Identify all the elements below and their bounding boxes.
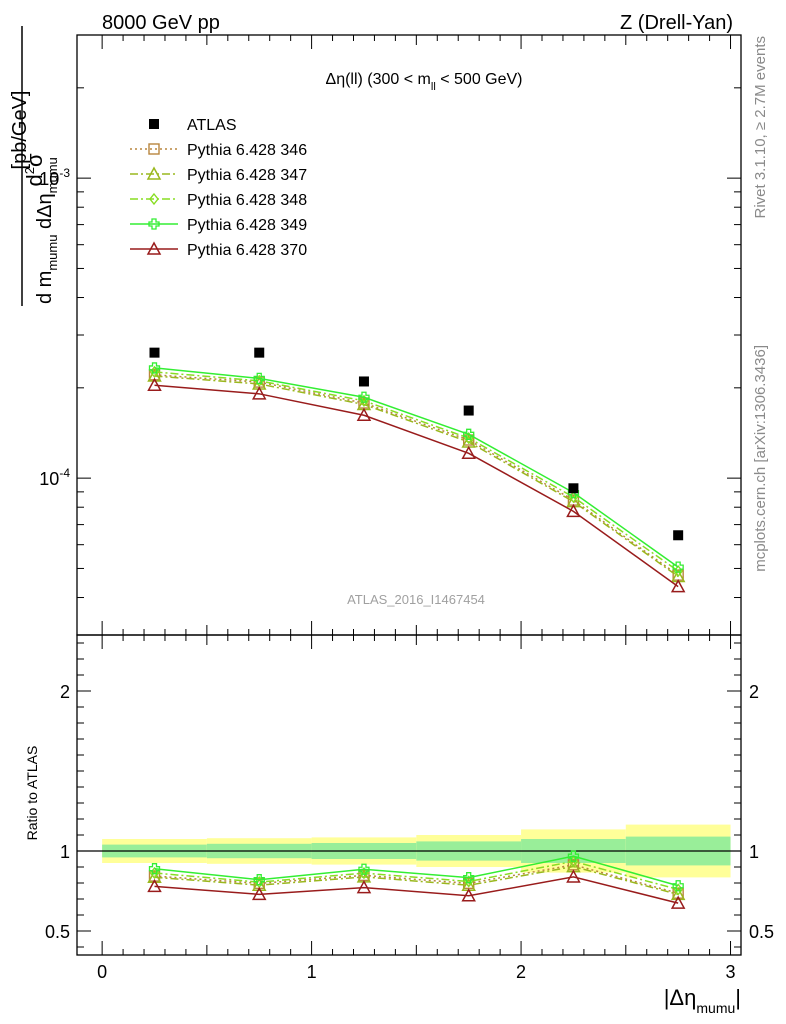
ratio-series-point: [147, 869, 162, 884]
data-point: [254, 347, 265, 358]
y-axis-label-denominator: d mmumu dΔηmumu: [34, 157, 60, 304]
series-line: [154, 367, 679, 568]
legend-label: Pythia 6.428 348: [187, 192, 307, 209]
ratio-series-point: [670, 886, 686, 901]
ratio-series-point: [672, 880, 684, 892]
ratio-series-point: [356, 880, 372, 894]
ratio-y-tick-label-right: 2: [749, 682, 759, 702]
ratio-y-label: Ratio to ATLAS: [24, 746, 40, 841]
ratio-frame: [76, 634, 742, 956]
series-point: [356, 407, 372, 422]
x-tick-label: 0: [97, 962, 107, 982]
x-axis-label: |Δηmumu|: [664, 985, 741, 1016]
legend: ATLAS Pythia 6.428 346 Pythia 6.428 347 Pyt…: [130, 117, 307, 259]
legend-label: Pythia 6.428 349: [187, 217, 307, 234]
legend-marker: [146, 241, 162, 255]
data-point: [358, 376, 369, 387]
main-frame: [76, 34, 742, 636]
legend-marker: [146, 166, 162, 180]
legend-marker: [149, 119, 159, 129]
series-line: [154, 374, 679, 576]
series-line: [154, 375, 679, 578]
series-point: [253, 372, 265, 385]
legend-marker: [148, 218, 160, 230]
header-left: 8000 GeV pp: [102, 12, 220, 34]
ratio-series-point: [358, 863, 370, 875]
legend-label: Pythia 6.428 346: [187, 142, 307, 159]
ratio-y-tick-label: 0.5: [45, 922, 70, 942]
legend-marker: [148, 143, 160, 155]
series-point: [148, 362, 161, 374]
chart-marks: [147, 347, 686, 909]
legend-label: Pythia 6.428 347: [187, 167, 307, 184]
ratio-series-line: [154, 876, 679, 904]
ratio-series-point: [253, 874, 265, 886]
y-tick-label: 10-4: [39, 466, 70, 489]
legend-label: Pythia 6.428 370: [187, 242, 307, 259]
x-tick-label: 2: [516, 962, 526, 982]
ratio-y-tick-label-right: 0.5: [749, 922, 774, 942]
ratio-series-point: [147, 878, 162, 893]
ratio-series-line: [154, 855, 679, 887]
ratio-series-point: [461, 888, 476, 902]
ratio-series-point: [566, 869, 581, 883]
y-axis-label-units: [pb/GeV]: [9, 91, 31, 170]
legend-label: ATLAS: [187, 117, 237, 134]
ratio-series-point: [148, 863, 161, 875]
svg-text:d2σ: d2σ: [22, 153, 47, 186]
series-point: [461, 445, 476, 460]
ratio-y-tick-label-right: 1: [749, 842, 759, 862]
x-tick-label: 3: [726, 962, 736, 982]
rivet-label: Rivet 3.1.10, ≥ 2.7M events: [752, 36, 769, 219]
ratio-panel: 0 1 2 3 0.5 0.5 1 1 2 2: [45, 634, 774, 982]
data-point: [149, 347, 160, 358]
series-line: [154, 371, 679, 572]
plot-title: Δη(ll) (300 < mll < 500 GeV): [326, 71, 523, 93]
ratio-series-point: [251, 877, 267, 891]
ratio-series-point: [463, 872, 475, 884]
x-tick-label: 1: [307, 962, 317, 982]
legend-marker: [149, 192, 159, 206]
ratio-series-point: [670, 895, 686, 909]
y-tick-label: 10-3: [39, 166, 70, 189]
series-point: [147, 377, 162, 391]
series-point: [251, 386, 267, 400]
ratio-y-tick-label: 1: [60, 842, 70, 862]
series-line: [154, 384, 679, 588]
data-point: [568, 483, 579, 494]
header-right: Z (Drell-Yan): [620, 12, 733, 34]
ratio-series-point: [568, 855, 579, 868]
series-point: [147, 368, 162, 382]
series-point: [670, 579, 686, 593]
analysis-label: ATLAS_2016_I1467454: [347, 592, 485, 607]
svg-text:d mmumu dΔηmumu: d mmumu dΔηmumu: [34, 157, 60, 304]
ratio-series-line: [154, 860, 679, 891]
series-point: [672, 561, 684, 573]
ratio-series-line: [154, 865, 679, 896]
series-point: [463, 428, 475, 440]
ratio-y-tick-label: 2: [60, 682, 70, 702]
mcplots-label: mcplots.cern.ch [arXiv:1306.3436]: [752, 345, 769, 572]
series-point: [358, 391, 370, 403]
data-point: [463, 405, 474, 416]
y-axis-label: d2σ: [22, 153, 47, 186]
ratio-series-point: [567, 850, 580, 862]
data-point: [673, 530, 684, 541]
ratio-series-point: [251, 886, 267, 901]
series-point: [566, 503, 581, 518]
